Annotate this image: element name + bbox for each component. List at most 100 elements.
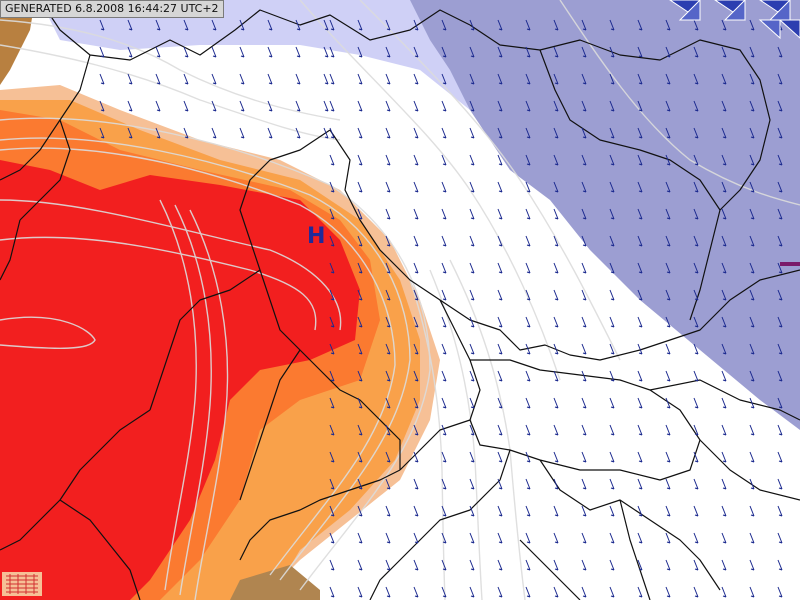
wind-arrow-icon <box>665 46 671 58</box>
wind-arrow-icon <box>721 127 727 139</box>
wind-arrow-icon <box>239 73 245 85</box>
wind-arrow-icon <box>553 451 559 463</box>
wind-arrow-icon <box>239 100 245 112</box>
wind-arrow-icon <box>693 262 699 274</box>
wind-arrow-icon <box>441 262 447 274</box>
wind-arrow-icon <box>211 19 217 31</box>
wind-arrow-icon <box>469 451 475 463</box>
wind-arrow-icon <box>441 316 447 328</box>
wind-arrow-icon <box>329 100 335 112</box>
wind-arrow-icon <box>497 19 503 31</box>
wind-arrow-icon <box>329 397 335 409</box>
wind-arrow-icon <box>721 289 727 301</box>
wind-arrow-icon <box>357 19 363 31</box>
wind-arrow-icon <box>385 451 391 463</box>
wind-arrow-icon <box>413 262 419 274</box>
wind-arrow-icon <box>721 46 727 58</box>
wind-arrow-icon <box>441 451 447 463</box>
wind-arrow-icon <box>127 73 133 85</box>
wind-arrow-icon <box>609 262 615 274</box>
wind-arrow-icon <box>497 424 503 436</box>
wind-arrow-icon <box>525 46 531 58</box>
wind-arrow-icon <box>357 127 363 139</box>
wind-arrow-icon <box>127 19 133 31</box>
wind-arrow-icon <box>777 181 783 193</box>
wind-arrow-icon <box>239 19 245 31</box>
high-pressure-label: H <box>307 224 326 249</box>
wind-arrow-icon <box>637 154 643 166</box>
wind-arrow-icon <box>469 154 475 166</box>
wind-arrow-icon <box>385 100 391 112</box>
wind-arrow-icon <box>665 127 671 139</box>
wind-arrow-icon <box>553 46 559 58</box>
wind-arrow-icon <box>749 100 755 112</box>
wind-arrow-icon <box>693 316 699 328</box>
wind-arrow-icon <box>637 451 643 463</box>
wind-arrow-icon <box>749 262 755 274</box>
wind-arrow-icon <box>357 208 363 220</box>
wind-arrow-icon <box>553 235 559 247</box>
wind-arrow-icon <box>357 289 363 301</box>
wind-arrow-icon <box>267 46 273 58</box>
wind-arrow-icon <box>525 154 531 166</box>
wind-arrow-icon <box>553 316 559 328</box>
wind-arrow-icon <box>525 478 531 490</box>
wind-arrow-icon <box>357 505 363 517</box>
wind-arrow-icon <box>553 73 559 85</box>
wind-arrow-icon <box>581 289 587 301</box>
wind-arrow-icon <box>183 19 189 31</box>
wind-arrow-icon <box>497 397 503 409</box>
wind-arrow-icon <box>357 181 363 193</box>
wind-arrow-icon <box>329 181 335 193</box>
wind-arrow-icon <box>553 343 559 355</box>
wind-arrow-icon <box>721 73 727 85</box>
wind-arrow-icon <box>357 46 363 58</box>
wind-arrow-icon <box>777 559 783 571</box>
wind-arrow-icon <box>553 100 559 112</box>
wind-arrow-icon <box>525 289 531 301</box>
wind-arrow-icon <box>525 19 531 31</box>
wind-arrow-icon <box>777 397 783 409</box>
wind-arrow-icon <box>777 451 783 463</box>
wind-arrow-icon <box>721 586 727 598</box>
wind-arrow-icon <box>267 19 273 31</box>
wind-arrow-icon <box>469 424 475 436</box>
wind-arrow-icon <box>553 289 559 301</box>
wind-arrow-icon <box>581 127 587 139</box>
wind-arrow-icon <box>211 127 217 139</box>
wind-arrow-icon <box>525 424 531 436</box>
wind-arrow-icon <box>441 343 447 355</box>
wind-arrow-icon <box>665 370 671 382</box>
wind-arrow-icon <box>637 532 643 544</box>
wind-arrow-icon <box>721 424 727 436</box>
wind-arrow-icon <box>497 586 503 598</box>
wind-arrow-icon <box>323 100 329 112</box>
wind-arrow-icon <box>749 127 755 139</box>
wind-arrow-icon <box>609 316 615 328</box>
wind-arrow-icon <box>155 73 161 85</box>
edge-marker <box>780 262 800 266</box>
wind-arrow-icon <box>721 505 727 517</box>
wind-arrow-icon <box>749 235 755 247</box>
wind-arrow-icon <box>267 73 273 85</box>
wind-arrow-icon <box>637 424 643 436</box>
wind-arrow-icon <box>525 235 531 247</box>
wind-arrow-icon <box>469 181 475 193</box>
wind-arrow-icon <box>581 343 587 355</box>
wind-arrow-icon <box>357 559 363 571</box>
wind-arrow-icon <box>581 181 587 193</box>
wind-arrow-icon <box>721 154 727 166</box>
wind-arrow-icon <box>329 586 335 598</box>
wind-arrow-icon <box>749 478 755 490</box>
wind-arrow-icon <box>295 100 301 112</box>
wind-arrow-icon <box>357 370 363 382</box>
wind-arrow-icon <box>441 586 447 598</box>
wind-arrow-icon <box>329 505 335 517</box>
wind-arrow-icon <box>413 343 419 355</box>
wind-arrow-icon <box>357 478 363 490</box>
wind-arrow-icon <box>637 397 643 409</box>
wind-arrow-icon <box>329 19 335 31</box>
wind-arrow-icon <box>469 370 475 382</box>
wind-arrow-icon <box>441 559 447 571</box>
